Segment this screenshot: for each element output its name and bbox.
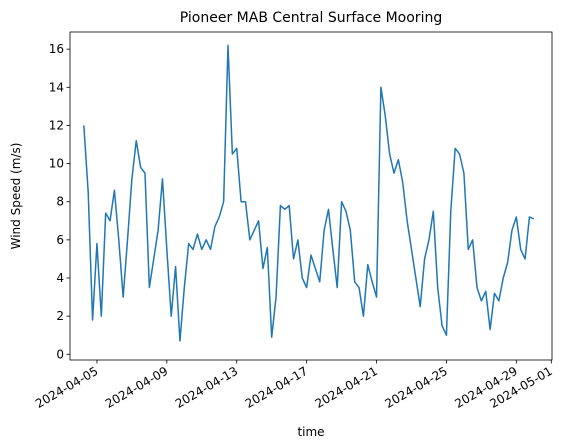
y-tick-label: 14 xyxy=(49,80,64,94)
y-tick-label: 4 xyxy=(56,271,64,285)
y-axis-label: Wind Speed (m/s) xyxy=(9,143,23,250)
y-tick-label: 12 xyxy=(49,118,64,132)
y-tick-label: 2 xyxy=(56,309,64,323)
y-tick-label: 0 xyxy=(56,347,64,361)
x-axis-label: time xyxy=(297,425,324,439)
x-tick-label: 2024-04-13 xyxy=(173,364,240,411)
y-tick-label: 8 xyxy=(56,195,64,209)
x-tick-label: 2024-04-05 xyxy=(33,364,100,411)
y-tick-label: 10 xyxy=(49,157,64,171)
x-tick-label: 2024-04-09 xyxy=(103,364,170,411)
plot-frame xyxy=(69,31,553,361)
x-tick-label: 2024-04-17 xyxy=(243,364,310,411)
x-tick-label: 2024-04-25 xyxy=(383,364,450,411)
y-tick-label: 6 xyxy=(56,233,64,247)
line xyxy=(83,44,535,342)
x-tick-label: 2024-04-21 xyxy=(313,364,380,411)
chart-title: Pioneer MAB Central Surface Mooring xyxy=(180,10,442,26)
y-tick-label: 16 xyxy=(49,42,64,56)
